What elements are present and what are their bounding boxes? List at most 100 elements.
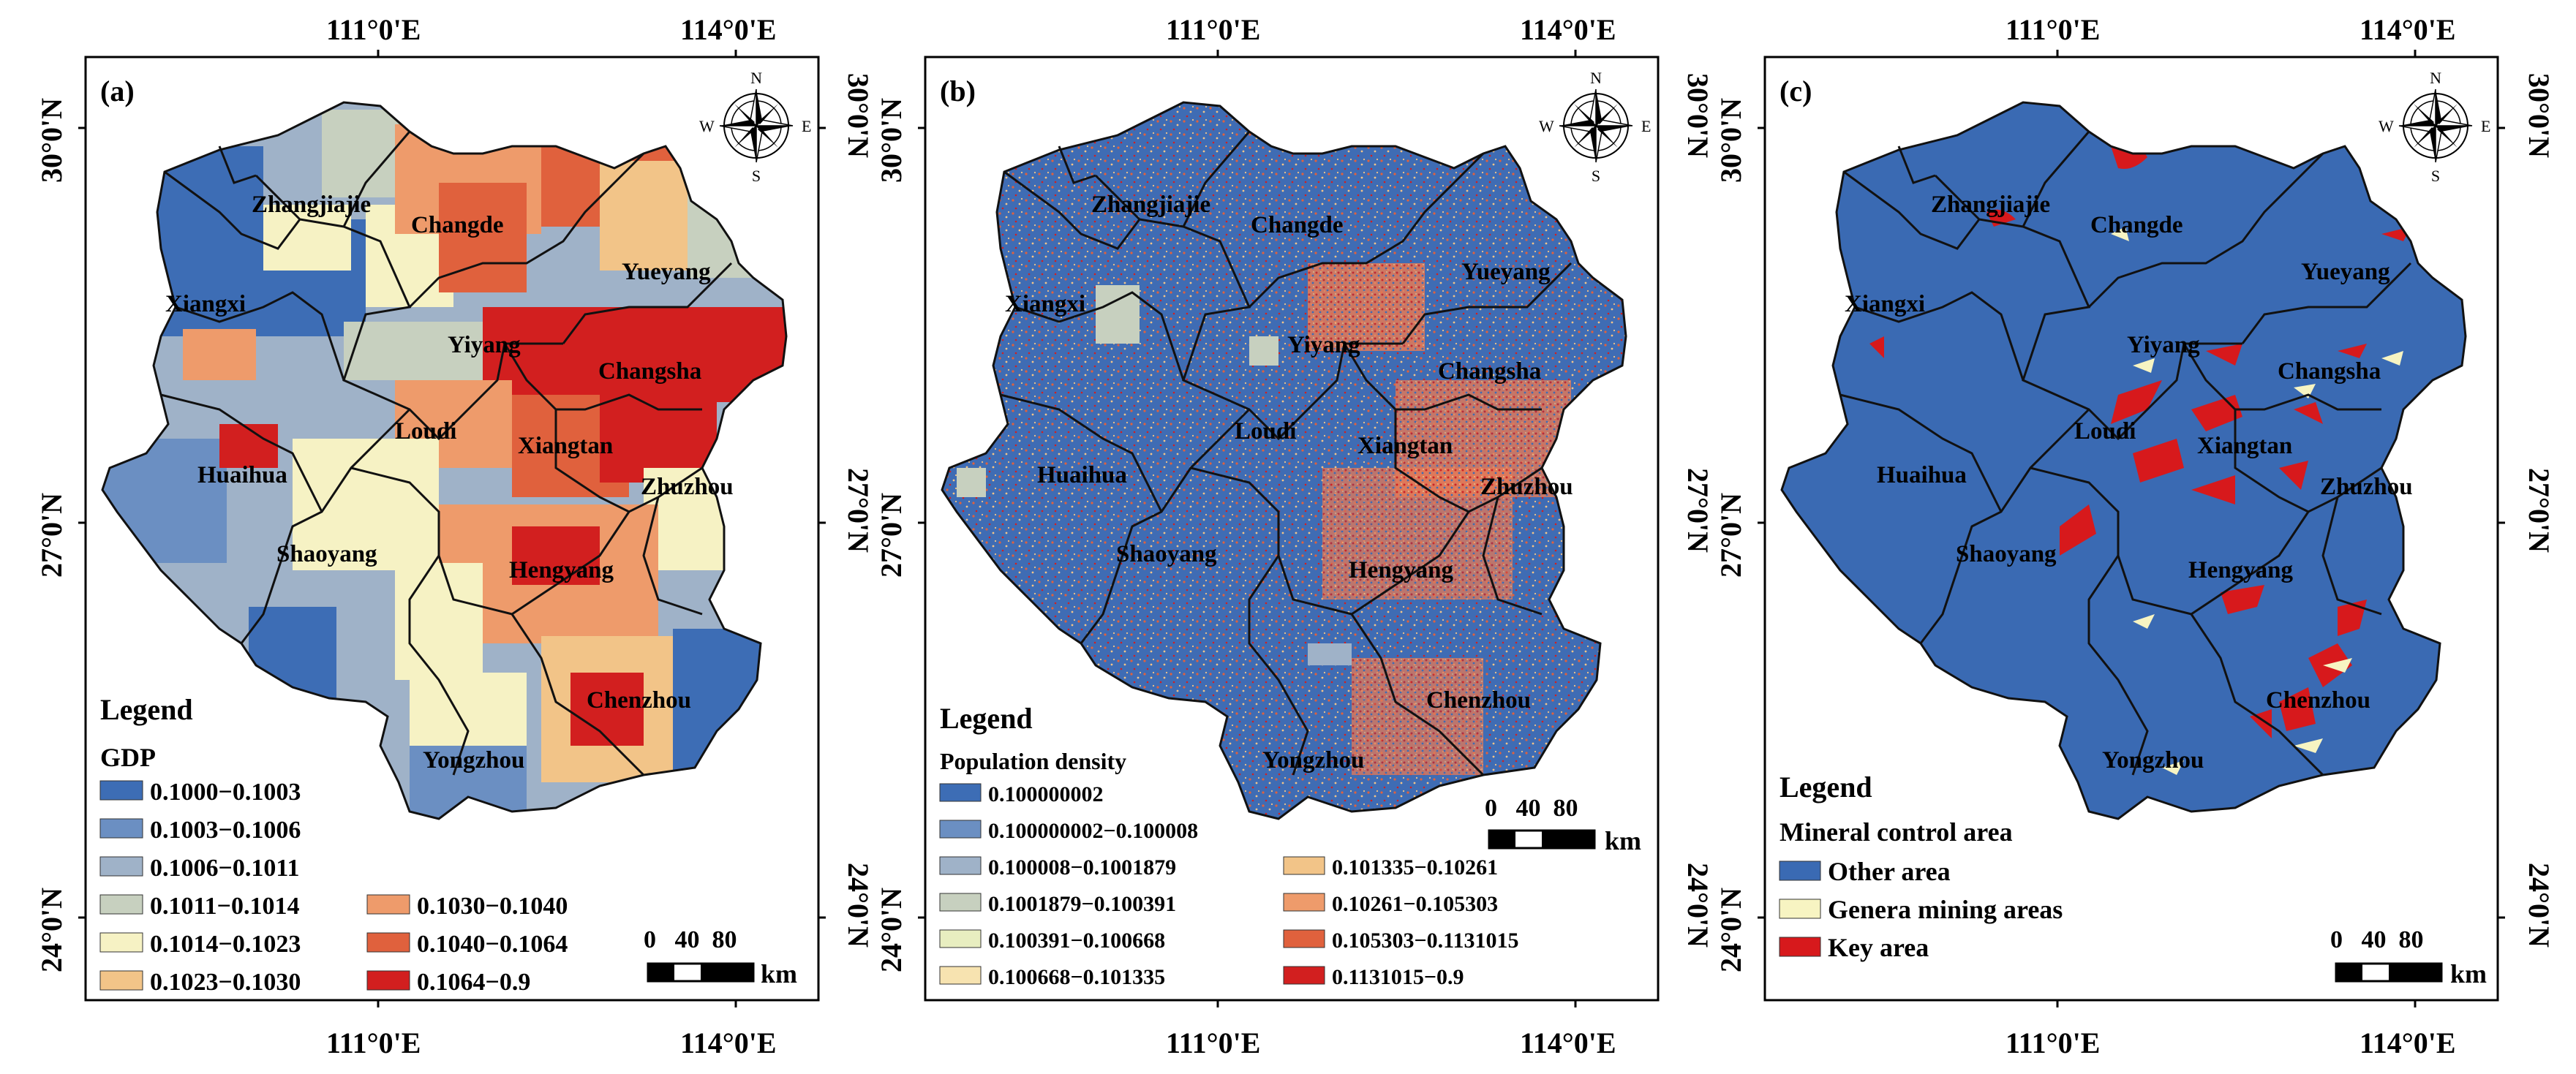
label-yongzhou: Yongzhou	[423, 747, 524, 774]
panel-a-legend: Legend GDP 0.1000−0.1003 0.1003−0.1006 0…	[99, 693, 568, 996]
panel-a-compass-icon: N S E W	[699, 69, 811, 185]
lon-label: 111°0'E	[1166, 1026, 1260, 1059]
label-changsha: Changsha	[1438, 358, 1541, 385]
label-changsha: Changsha	[598, 358, 701, 385]
label-chenzhou: Chenzhou	[587, 687, 691, 714]
panel-a: (a) N S E W Zhangjiajie Changde Yueyang …	[78, 50, 826, 1007]
lon-label: 111°0'E	[2006, 13, 2100, 46]
legend-b-item-10: 0.1131015−0.9	[1332, 965, 1464, 989]
legend-c-other-area: Other area	[1828, 857, 1951, 886]
label-yiyang: Yiyang	[1287, 332, 1360, 358]
lon-label: 114°0'E	[680, 13, 777, 46]
label-yiyang: Yiyang	[448, 332, 521, 358]
label-xiangtan: Xiangtan	[2197, 433, 2292, 459]
label-zhuzhou: Zhuzhou	[641, 474, 734, 500]
panel-c-compass-icon: N S E W	[2379, 69, 2490, 185]
label-loudi: Loudi	[395, 418, 456, 445]
lat-label: 27°0'N	[1714, 493, 1747, 578]
lon-label: 111°0'E	[326, 13, 421, 46]
lon-label: 114°0'E	[680, 1026, 777, 1059]
svg-text:S: S	[1592, 167, 1600, 185]
panel-b-scale-bar: 0 40 80 km	[1485, 795, 1641, 855]
label-yueyang: Yueyang	[2301, 259, 2390, 285]
svg-text:Legend: Legend	[100, 693, 193, 726]
lon-label: 111°0'E	[1166, 13, 1260, 46]
legend-a-item-8: 0.1040−0.1064	[417, 931, 568, 958]
label-shaoyang: Shaoyang	[1116, 541, 1217, 567]
panel-b: (b) N S E W Zhangjiajie Changde Yueyang …	[918, 50, 1660, 1007]
legend-a-item-4: 0.1011−0.1014	[150, 893, 300, 920]
label-loudi: Loudi	[1235, 418, 1296, 445]
lat-label: 24°0'N	[842, 863, 875, 948]
svg-text:km: km	[2450, 959, 2487, 988]
label-zhangjiajie: Zhangjiajie	[1091, 192, 1210, 218]
svg-text:S: S	[2431, 167, 2440, 185]
label-chenzhou: Chenzhou	[1426, 687, 1531, 714]
legend-c-genera-mining: Genera mining areas	[1828, 895, 2063, 924]
label-changde: Changde	[411, 212, 504, 238]
lat-label: 27°0'N	[35, 493, 68, 578]
label-chenzhou: Chenzhou	[2266, 687, 2370, 714]
svg-text:km: km	[761, 959, 797, 988]
legend-a-item-1: 0.1000−0.1003	[150, 779, 301, 806]
svg-text:Legend: Legend	[1780, 771, 1872, 803]
label-yiyang: Yiyang	[2127, 332, 2200, 358]
svg-text:0 40 80: 0 40 80	[2330, 926, 2424, 953]
svg-text:Population density: Population density	[940, 748, 1126, 774]
panel-a-tag: (a)	[100, 75, 135, 107]
legend-b-item-3: 0.100008−0.1001879	[988, 855, 1176, 880]
label-xiangtan: Xiangtan	[1357, 433, 1453, 459]
lat-label: 24°0'N	[1681, 863, 1714, 948]
legend-a-item-3: 0.1006−0.1011	[150, 855, 300, 882]
label-changsha: Changsha	[2278, 358, 2381, 385]
label-loudi: Loudi	[2074, 418, 2136, 445]
lat-label: 24°0'N	[2523, 863, 2556, 948]
label-hengyang: Hengyang	[2188, 557, 2294, 583]
svg-text:E: E	[1641, 117, 1651, 135]
lat-label: 30°0'N	[1714, 98, 1747, 183]
legend-b-item-5: 0.100391−0.100668	[988, 929, 1165, 953]
legend-b-item-4: 0.1001879−0.100391	[988, 892, 1176, 916]
lat-label: 30°0'N	[875, 98, 908, 183]
label-zhuzhou: Zhuzhou	[1480, 474, 1573, 500]
panel-b-tag: (b)	[940, 75, 976, 107]
legend-b-item-8: 0.10261−0.105303	[1332, 892, 1498, 916]
lat-label: 27°0'N	[1681, 468, 1714, 553]
lat-label: 27°0'N	[875, 493, 908, 578]
label-xiangxi: Xiangxi	[1845, 291, 1925, 317]
svg-text:S: S	[752, 167, 761, 185]
legend-a-item-2: 0.1003−0.1006	[150, 817, 301, 844]
svg-text:Mineral control area: Mineral control area	[1780, 817, 2013, 847]
svg-text:0 40 80: 0 40 80	[1485, 795, 1578, 822]
label-hengyang: Hengyang	[1349, 557, 1454, 583]
label-zhuzhou: Zhuzhou	[2320, 474, 2413, 500]
label-changde: Changde	[1251, 212, 1344, 238]
svg-text:W: W	[1539, 117, 1554, 135]
label-zhangjiajie: Zhangjiajie	[252, 192, 371, 218]
lat-label: 27°0'N	[2523, 468, 2556, 553]
lat-label: 30°0'N	[842, 73, 875, 158]
svg-text:Legend: Legend	[940, 702, 1033, 735]
panel-a-scale-bar: 0 40 80 km	[644, 926, 797, 988]
label-xiangxi: Xiangxi	[165, 291, 246, 317]
lon-label: 114°0'E	[2360, 13, 2456, 46]
label-shaoyang: Shaoyang	[1956, 541, 2057, 567]
coordinate-labels: 111°0'E 114°0'E 111°0'E 114°0'E 111°0'E …	[326, 13, 2456, 1059]
svg-text:N: N	[750, 69, 762, 87]
legend-a-item-6: 0.1023−0.1030	[150, 969, 301, 996]
label-huaihua: Huaihua	[1037, 462, 1127, 488]
label-xiangtan: Xiangtan	[518, 433, 613, 459]
legend-b-item-1: 0.100000002	[988, 782, 1104, 806]
panel-c: (c) N S E W Zhangjiajie Changde Yueyang …	[1758, 50, 2505, 1007]
panel-b-compass-icon: N S E W	[1539, 69, 1651, 185]
label-xiangxi: Xiangxi	[1005, 291, 1085, 317]
legend-b-item-6: 0.100668−0.101335	[988, 965, 1165, 989]
label-huaihua: Huaihua	[1877, 462, 1967, 488]
label-zhangjiajie: Zhangjiajie	[1931, 192, 2050, 218]
label-yueyang: Yueyang	[622, 259, 711, 285]
label-yueyang: Yueyang	[1461, 259, 1551, 285]
label-huaihua: Huaihua	[197, 462, 287, 488]
legend-b-item-9: 0.105303−0.1131015	[1332, 929, 1518, 953]
legend-b-item-2: 0.100000002−0.100008	[988, 819, 1198, 843]
